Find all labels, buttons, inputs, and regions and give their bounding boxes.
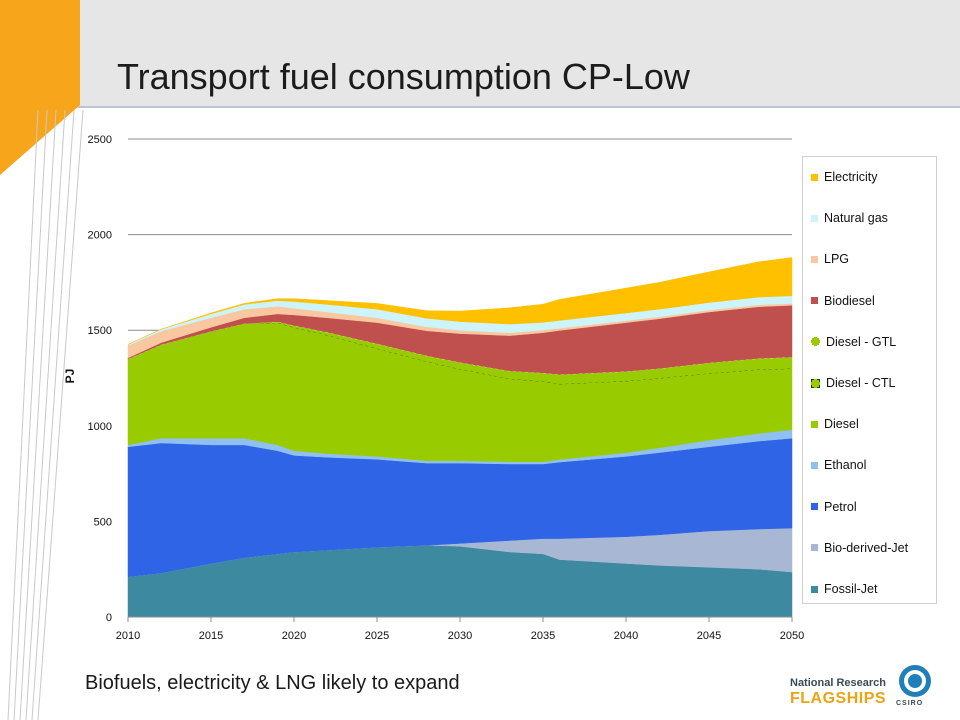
decor-stripe bbox=[13, 109, 48, 720]
legend-item: Fossil-Jet bbox=[811, 580, 877, 598]
legend-swatch bbox=[811, 420, 818, 428]
legend-item: Petrol bbox=[811, 498, 857, 516]
legend-swatch bbox=[811, 461, 818, 469]
legend-item: Biodiesel bbox=[811, 292, 875, 310]
legend-item: Electricity bbox=[811, 168, 877, 186]
y-tick-label: 1500 bbox=[88, 325, 112, 337]
legend-swatch bbox=[811, 173, 818, 181]
decor-stripe bbox=[25, 109, 66, 720]
legend-item: Diesel - CTL bbox=[811, 374, 895, 392]
legend-label: Natural gas bbox=[824, 211, 888, 226]
legend-item: Natural gas bbox=[811, 209, 888, 227]
legend-label: Biodiesel bbox=[824, 293, 875, 308]
legend-item: Bio-derived-Jet bbox=[811, 539, 908, 557]
logo-org-text: CSIRO bbox=[896, 700, 924, 707]
x-tick-label: 2050 bbox=[780, 630, 804, 642]
legend-label: Petrol bbox=[824, 499, 857, 514]
decor-stripe bbox=[7, 109, 39, 720]
y-tick-label: 2500 bbox=[88, 134, 112, 146]
legend-label: Diesel bbox=[824, 417, 859, 432]
legend-item: Ethanol bbox=[811, 456, 866, 474]
y-tick-label: 0 bbox=[106, 612, 112, 624]
legend-swatch bbox=[811, 337, 820, 347]
legend-label: Ethanol bbox=[824, 458, 867, 473]
area-series bbox=[127, 257, 793, 618]
decor-stripe bbox=[31, 109, 75, 720]
area-electricity bbox=[127, 257, 793, 345]
legend-label: Electricity bbox=[824, 170, 878, 184]
axes: 0 500 1000 1500 2000 2500 2010 2015 2020 2025 2030… bbox=[88, 134, 805, 642]
logo-line1: National Research bbox=[790, 677, 886, 689]
x-tick-label: 2040 bbox=[614, 630, 638, 642]
legend-swatch bbox=[811, 544, 818, 552]
legend-label: LPG bbox=[824, 252, 850, 267]
x-tick-label: 2045 bbox=[697, 630, 721, 642]
y-tick-label: 2000 bbox=[88, 230, 112, 242]
legend-label: Diesel - CTL bbox=[826, 376, 896, 390]
legend-item: Diesel - GTL bbox=[811, 333, 896, 351]
legend-swatch bbox=[811, 214, 818, 222]
header-band bbox=[0, 0, 960, 108]
flagships-logo: National Research FLAGSHIPS CSIRO bbox=[790, 660, 940, 714]
slide-subtitle: Biofuels, electricity & LNG likely to ex… bbox=[85, 672, 460, 694]
legend-swatch bbox=[811, 585, 818, 593]
orange-corner-block bbox=[0, 0, 80, 175]
legend-label: Fossil-Jet bbox=[824, 582, 878, 596]
logo-line2: FLAGSHIPS bbox=[790, 690, 887, 707]
decor-stripe bbox=[19, 109, 57, 720]
chart-legend: Electricity Natural gas LPG Biodiesel Diesel… bbox=[802, 156, 937, 604]
x-tick-label: 2015 bbox=[199, 630, 223, 642]
page-title: Transport fuel consumption CP-Low bbox=[117, 56, 690, 97]
x-tick-label: 2030 bbox=[448, 630, 472, 642]
legend-item: Diesel bbox=[811, 415, 859, 433]
legend-item: LPG bbox=[811, 250, 849, 268]
x-tick-label: 2025 bbox=[365, 630, 389, 642]
csiro-mark-icon bbox=[899, 665, 931, 697]
x-tick-label: 2020 bbox=[282, 630, 306, 642]
legend-swatch bbox=[811, 503, 818, 511]
x-tick-label: 2010 bbox=[116, 630, 140, 642]
decor-stripe bbox=[37, 109, 84, 720]
legend-swatch bbox=[811, 378, 820, 388]
legend-swatch bbox=[811, 255, 818, 263]
y-tick-label: 1000 bbox=[88, 421, 112, 433]
legend-label: Bio-derived-Jet bbox=[824, 540, 909, 555]
header-rule bbox=[78, 106, 960, 108]
legend-label: Diesel - GTL bbox=[826, 334, 897, 349]
x-tick-label: 2035 bbox=[531, 630, 555, 642]
decorative-stripes bbox=[0, 0, 84, 720]
legend-swatch bbox=[811, 297, 818, 305]
y-tick-label: 500 bbox=[94, 516, 112, 528]
y-axis-label: PJ bbox=[63, 369, 77, 384]
